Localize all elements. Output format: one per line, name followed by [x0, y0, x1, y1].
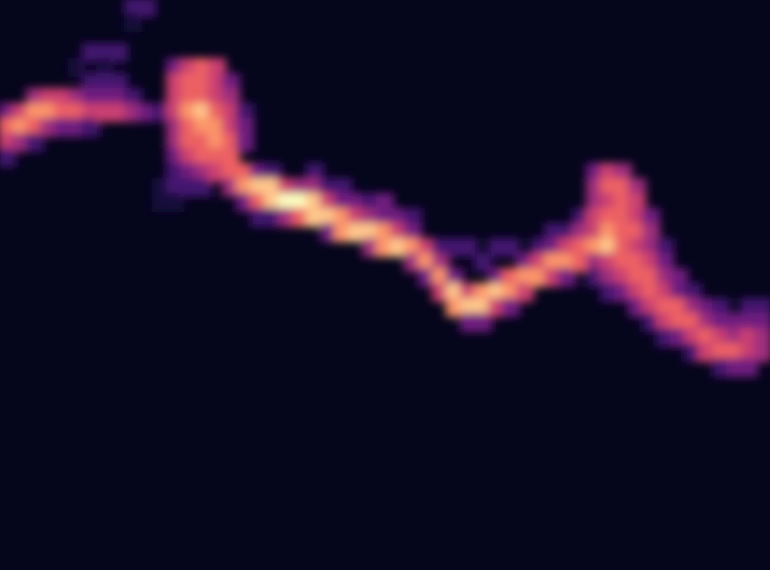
- cell: [110, 43, 128, 62]
- spectrogram: [0, 0, 770, 570]
- plot-background: [0, 0, 770, 570]
- cell: [138, 0, 156, 17]
- cell: [754, 343, 770, 362]
- cell: [236, 133, 254, 152]
- cells: [0, 0, 770, 377]
